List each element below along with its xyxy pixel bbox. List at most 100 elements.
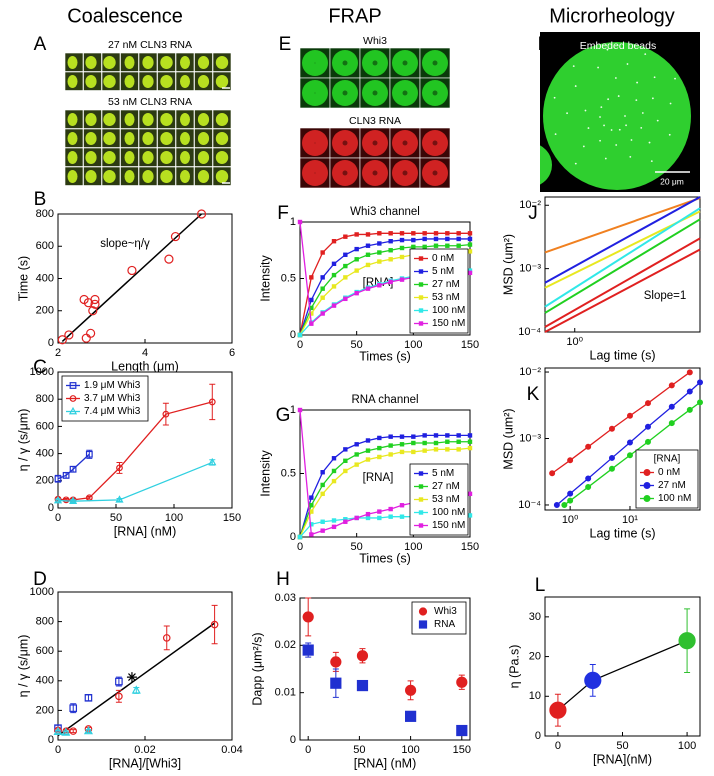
x-tick-label: 150: [461, 339, 479, 351]
annotation: slope~η/γ: [100, 238, 150, 250]
data-point: [320, 275, 325, 280]
y-tick-label: 0: [48, 337, 54, 349]
data-point: [399, 277, 405, 282]
error-bar: [55, 729, 61, 734]
data-point: [686, 406, 693, 413]
droplet: [124, 75, 135, 88]
data-point: [411, 449, 416, 455]
panel-letter: G: [276, 405, 291, 426]
column-header: Microrheology: [549, 5, 675, 27]
data-point: [85, 450, 93, 458]
panel-letter: A: [34, 34, 47, 55]
data-point: [608, 425, 615, 432]
data-point: [320, 491, 325, 497]
data-point: [433, 243, 439, 248]
data-point: [411, 244, 416, 250]
bead: [626, 63, 629, 65]
data-point: [354, 268, 359, 273]
y-tick-label: 400: [36, 675, 54, 687]
data-point: [69, 465, 77, 473]
bead: [635, 99, 638, 102]
droplet: [160, 113, 173, 126]
data-point: [467, 270, 473, 276]
plot-area: [544, 596, 701, 737]
error-bar: [209, 383, 216, 421]
y-tick-label: 0.01: [275, 687, 296, 699]
legend-marker: [418, 607, 428, 616]
bead: [566, 112, 568, 115]
error-bar: [116, 461, 123, 474]
annotation: [RNA]: [363, 472, 394, 484]
x-axis-label: [RNA]/[Whi3]: [109, 756, 181, 770]
data-point: [343, 458, 348, 464]
data-point: [88, 306, 98, 316]
bead: [610, 129, 613, 131]
image-label: Whi3: [363, 35, 387, 47]
data-point: [433, 231, 439, 236]
series-line: [299, 238, 470, 336]
data-point: [388, 231, 393, 236]
legend-marker: [643, 482, 651, 490]
data-point: [164, 254, 174, 264]
x-tick-label: 0: [297, 541, 303, 553]
legend-box: [635, 449, 699, 509]
y-tick-label: 10⁻²: [519, 366, 541, 378]
droplet: [142, 75, 154, 88]
data-point: [86, 328, 96, 338]
bead: [674, 77, 676, 80]
x-tick-label: 150: [223, 512, 241, 524]
x-axis-label: Lag time (s): [590, 348, 656, 362]
data-point: [343, 263, 348, 269]
data-point: [467, 249, 473, 254]
droplet: [142, 56, 154, 69]
data-point: [399, 245, 405, 251]
bleach-spot: [372, 140, 378, 146]
legend-label: 150 nM: [432, 520, 465, 531]
data-point: [297, 332, 303, 338]
y-tick-label: 1: [290, 404, 296, 416]
droplet: [180, 170, 190, 183]
column-header: FRAP: [328, 5, 381, 27]
data-point: [377, 454, 382, 460]
data-point: [411, 434, 416, 439]
legend-label: 5 nM: [432, 468, 454, 479]
error-bar: [163, 625, 170, 651]
data-point: [644, 438, 651, 445]
data-point: [343, 519, 348, 524]
y-tick-label: 10: [529, 690, 541, 702]
data-point: [115, 677, 123, 686]
data-point: [354, 515, 359, 521]
data-point: [626, 412, 633, 419]
data-point: [116, 464, 123, 472]
data-point: [445, 433, 450, 438]
droplet: [124, 170, 135, 183]
x-tick-label: 10⁰: [562, 514, 579, 526]
y-tick-label: 10⁻⁴: [518, 326, 541, 338]
data-point: [467, 242, 473, 247]
bead: [644, 53, 647, 56]
panel-letter: L: [535, 575, 546, 596]
data-point: [69, 727, 78, 735]
bleach-spot: [402, 140, 408, 146]
bead: [650, 160, 653, 163]
data-point: [456, 433, 461, 438]
x-tick-label: 150: [461, 541, 479, 553]
data-point: [127, 265, 137, 276]
data-point: [365, 448, 371, 453]
data-point: [433, 447, 439, 452]
legend-marker: [643, 469, 651, 477]
bead: [656, 119, 659, 122]
data-point: [626, 439, 633, 446]
data-point: [644, 423, 651, 430]
y-tick-label: 0.5: [281, 272, 296, 284]
error-bar: [115, 689, 122, 703]
data-point: [354, 452, 359, 457]
data-point: [302, 611, 314, 623]
data-point: [365, 515, 371, 521]
x-tick-label: 0.02: [134, 744, 155, 756]
data-point: [399, 503, 405, 508]
legend-label: RNA: [434, 619, 455, 630]
droplet: [85, 170, 97, 183]
data-point: [433, 440, 439, 446]
bleach-spot: [432, 90, 438, 96]
